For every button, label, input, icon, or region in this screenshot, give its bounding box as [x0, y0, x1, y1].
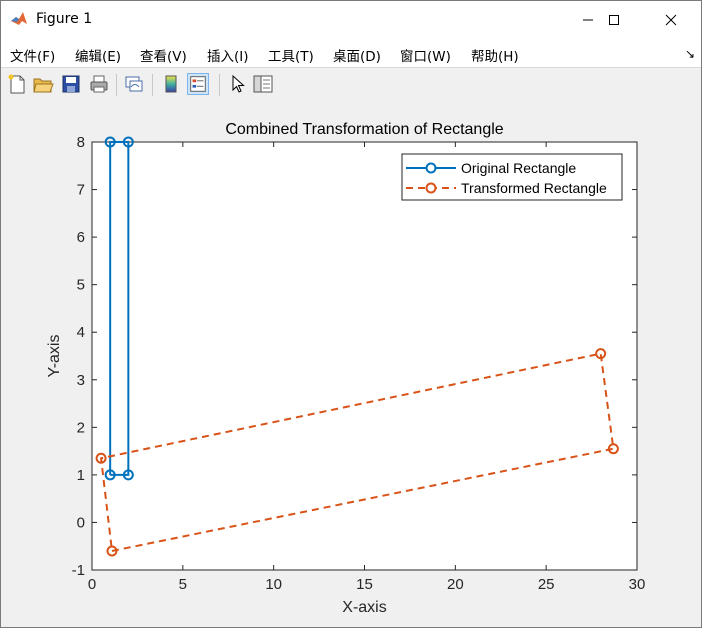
window-title: Figure 1 — [36, 11, 93, 27]
x-tick-label: 20 — [447, 576, 464, 593]
print-icon[interactable] — [88, 73, 110, 95]
legend-label-1: Transformed Rectangle — [461, 180, 607, 196]
series-marker-1 — [595, 348, 607, 360]
figure-toolbar — [1, 67, 701, 103]
maximize-button[interactable] — [591, 1, 637, 39]
figure-canvas: 0 5 10 15 20 25 30 -1 0 1 2 3 4 5 6 7 8 Combined Transfor… — [1, 102, 701, 627]
menu-desktop[interactable]: 桌面(D) — [333, 49, 381, 65]
y-tick-label: -1 — [72, 562, 85, 579]
link-plot-icon[interactable] — [123, 73, 145, 95]
colorbar-icon[interactable] — [160, 73, 182, 95]
property-editor-icon[interactable] — [252, 73, 274, 95]
chart-title: Combined Transformation of Rectangle — [225, 121, 503, 138]
series-marker-0 — [104, 136, 116, 148]
toolbar-separator — [219, 74, 220, 96]
series-marker-0 — [122, 469, 134, 481]
legend-box — [401, 153, 623, 201]
y-tick-label: 5 — [77, 277, 85, 294]
minimize-icon — [583, 19, 593, 21]
axes-background — [92, 142, 637, 570]
menu-bar: 文件(F) 编辑(E) 查看(V) 插入(I) 工具(T) 桌面(D) 窗口(W… — [1, 39, 701, 67]
menu-edit[interactable]: 编辑(E) — [75, 49, 122, 65]
new-figure-icon[interactable] — [6, 73, 28, 95]
legend-button[interactable] — [187, 73, 209, 95]
pointer-icon[interactable] — [226, 73, 248, 95]
series-line-0 — [109, 141, 130, 476]
open-file-icon[interactable] — [32, 73, 54, 95]
x-tick-label: 15 — [356, 576, 373, 593]
menu-insert[interactable]: 插入(I) — [207, 49, 249, 65]
close-icon — [665, 14, 677, 26]
toolbar-separator — [152, 74, 153, 96]
y-tick-label: 7 — [77, 182, 85, 199]
legend-icon — [190, 76, 206, 92]
x-tick-label: 25 — [538, 576, 555, 593]
toolbar-dock-arrow-icon[interactable]: ↘ — [684, 47, 695, 61]
axes-box — [91, 141, 638, 571]
minimize-button[interactable] — [565, 1, 611, 39]
x-tick-label: 30 — [629, 576, 646, 593]
title-bar[interactable]: Figure 1 — [1, 1, 701, 39]
x-tick-label: 0 — [88, 576, 96, 593]
y-tick-label: 8 — [77, 134, 85, 151]
y-tick-label: 6 — [77, 229, 85, 246]
series-marker-0 — [104, 469, 116, 481]
legend-label-0: Original Rectangle — [461, 160, 576, 176]
x-axis-label: X-axis — [342, 599, 386, 616]
x-tick-label: 5 — [179, 576, 187, 593]
legend-marker-1 — [425, 182, 437, 194]
x-tick-label: 10 — [265, 576, 282, 593]
menu-help[interactable]: 帮助(H) — [471, 49, 519, 65]
y-axis-label: Y-axis — [46, 335, 63, 378]
toolbar-separator — [116, 74, 117, 96]
y-tick-label: 4 — [77, 324, 85, 341]
series-line-1 — [99, 352, 615, 552]
menu-view[interactable]: 查看(V) — [140, 49, 187, 65]
y-tick-label: 1 — [77, 467, 85, 484]
series-marker-1 — [607, 443, 619, 455]
series-marker-1 — [106, 545, 118, 557]
menu-file[interactable]: 文件(F) — [10, 49, 56, 65]
series-marker-0 — [122, 136, 134, 148]
menu-tools[interactable]: 工具(T) — [268, 49, 314, 65]
menu-window[interactable]: 窗口(W) — [400, 49, 451, 65]
y-tick-label: 0 — [77, 514, 85, 531]
matlab-logo-icon — [11, 12, 27, 25]
maximize-icon — [609, 15, 619, 25]
y-tick-label: 2 — [77, 419, 85, 436]
save-icon[interactable] — [60, 73, 82, 95]
legend-marker-0 — [425, 162, 437, 174]
series-marker-1 — [95, 452, 107, 464]
y-tick-label: 3 — [77, 372, 85, 389]
close-button[interactable] — [648, 1, 694, 39]
